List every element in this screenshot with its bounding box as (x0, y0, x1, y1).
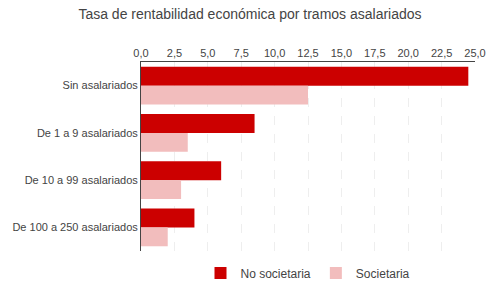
svg-text:De 10 a 99 asalariados: De 10 a 99 asalariados (25, 174, 139, 186)
svg-text:Societaria: Societaria (356, 267, 410, 281)
svg-text:17,5: 17,5 (364, 47, 385, 59)
svg-text:No societaria: No societaria (241, 267, 311, 281)
svg-text:2,5: 2,5 (167, 47, 182, 59)
svg-text:Sin asalariados: Sin asalariados (63, 79, 139, 91)
svg-text:De 100 a 250 asalariados: De 100 a 250 asalariados (12, 221, 138, 233)
svg-text:22,5: 22,5 (431, 47, 452, 59)
svg-text:15,0: 15,0 (331, 47, 352, 59)
svg-text:10,0: 10,0 (264, 47, 285, 59)
svg-text:20,0: 20,0 (397, 47, 418, 59)
svg-text:Tasa de rentabilidad económica: Tasa de rentabilidad económica por tramo… (78, 6, 421, 22)
svg-text:25,0: 25,0 (464, 47, 485, 59)
svg-text:12,5: 12,5 (297, 47, 318, 59)
svg-text:De 1 a 9 asalariados: De 1 a 9 asalariados (37, 127, 138, 139)
svg-text:0,0: 0,0 (133, 47, 148, 59)
svg-text:7,5: 7,5 (234, 47, 249, 59)
svg-text:5,0: 5,0 (200, 47, 215, 59)
